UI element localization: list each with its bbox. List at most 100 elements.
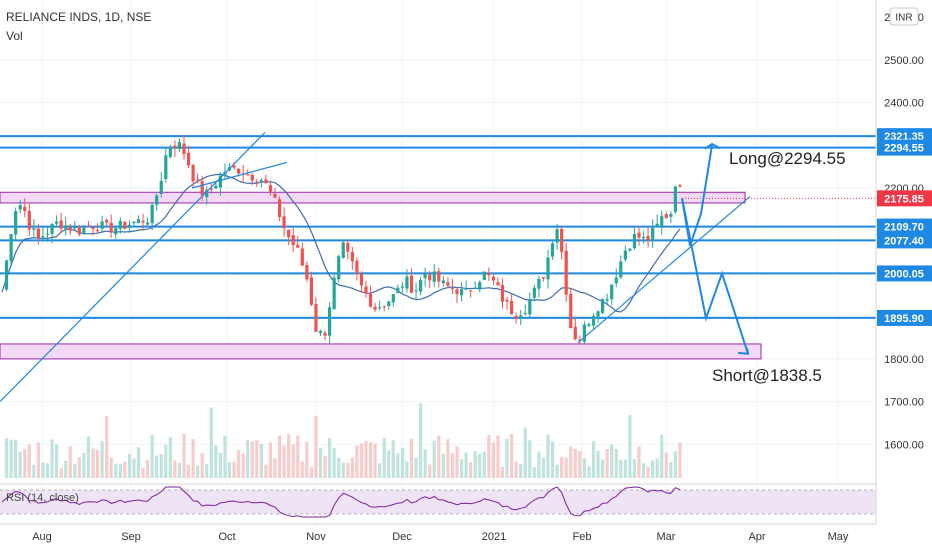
candle-body — [268, 185, 273, 192]
volume-bar — [164, 444, 168, 478]
volume-bar — [86, 436, 91, 478]
volume-bar — [564, 457, 568, 478]
volume-bar — [414, 457, 418, 478]
candle-body — [632, 233, 637, 249]
candle-body — [569, 293, 573, 329]
volume-bar — [619, 459, 623, 478]
price-tick-label: 2500.00 — [884, 55, 924, 67]
candle-body — [205, 189, 209, 198]
price-tick-label: 1700.00 — [884, 397, 924, 409]
volume-bar — [82, 452, 86, 478]
volume-bar — [437, 435, 441, 478]
candle-body — [155, 195, 159, 205]
volume-bar — [32, 464, 36, 478]
candle-body — [68, 227, 72, 231]
volume-bar — [200, 453, 204, 478]
volume-bar — [227, 462, 232, 478]
candle-body — [446, 282, 450, 286]
candle-body — [678, 185, 682, 187]
volume-bar — [569, 446, 573, 478]
candle-body — [469, 290, 473, 292]
level-label: 2294.55 — [884, 143, 924, 155]
long-arrowhead — [704, 142, 721, 150]
candle-body — [523, 312, 527, 314]
volume-bar — [673, 451, 677, 478]
candle-body — [623, 250, 627, 260]
volume-bar — [155, 455, 159, 478]
candle-body — [209, 188, 213, 190]
candle-body — [136, 219, 141, 224]
candle-body — [214, 185, 218, 189]
candle-body — [368, 293, 373, 307]
volume-bar — [550, 441, 555, 478]
candle-body — [601, 299, 605, 313]
candle-body — [514, 315, 518, 319]
volume-bar — [478, 453, 482, 478]
short-annotation: Short@1838.5 — [712, 366, 822, 385]
volume-bar — [432, 440, 436, 478]
candle-body — [655, 223, 659, 227]
candle-body — [182, 143, 186, 155]
candle-body — [150, 204, 154, 224]
candle-body — [396, 287, 400, 294]
volume-bar — [45, 463, 50, 478]
volume-bar — [332, 448, 336, 478]
candle-body — [491, 276, 495, 281]
candle-body — [323, 332, 327, 336]
volume-bar — [91, 448, 95, 478]
volume-bar — [491, 442, 495, 478]
volume-bar — [255, 440, 259, 478]
candle-body — [41, 236, 45, 238]
candle-body — [55, 221, 59, 224]
rsi-label: RSI (14, close) — [6, 492, 79, 504]
time-axis[interactable]: Aug Sep Oct Nov Dec 2021 Feb Mar Apr May — [32, 531, 849, 543]
candle-body — [255, 181, 259, 183]
trendline — [577, 196, 751, 344]
volume-bar — [132, 458, 136, 478]
candle-body — [259, 180, 263, 182]
volume-bar — [669, 461, 673, 478]
candle-body — [391, 294, 395, 303]
candle-body — [505, 299, 509, 302]
candle-body — [550, 243, 555, 257]
volume-bar — [114, 463, 118, 478]
volume-bar — [309, 467, 313, 478]
candle-body — [105, 219, 109, 223]
candle-body — [232, 165, 236, 168]
volume-bar — [651, 460, 655, 478]
candle-body — [610, 284, 614, 300]
candle-body — [36, 228, 40, 238]
trendline — [191, 161, 288, 189]
volume-bar — [186, 465, 191, 478]
level-label: 2109.70 — [884, 222, 924, 234]
time-tick-label: Feb — [573, 531, 592, 543]
candle-body — [186, 152, 191, 166]
candle-body — [4, 260, 9, 290]
candle-body — [378, 307, 382, 309]
currency-badge[interactable] — [889, 7, 919, 26]
candle-body — [168, 146, 172, 158]
candle-body — [510, 300, 514, 315]
candle-body — [537, 278, 541, 289]
candle-body — [591, 315, 596, 326]
volume-bar — [350, 457, 354, 478]
volume-bar — [378, 463, 382, 478]
last-price-box — [877, 190, 932, 207]
volume-bar — [100, 441, 104, 478]
time-tick-label: Mar — [657, 531, 676, 543]
volume-bar — [623, 459, 627, 478]
candle-body — [496, 282, 500, 286]
candle-body — [309, 277, 313, 305]
candle-body — [596, 311, 600, 317]
candle-body — [405, 276, 409, 289]
volume-bar — [23, 449, 27, 478]
price-tick-label: 2400.00 — [884, 98, 924, 110]
volume-bar — [323, 456, 327, 478]
level-labels: 2321.352294.552109.702077.402000.051895.… — [877, 128, 932, 326]
volume-bar — [318, 447, 323, 478]
volume-bar — [523, 427, 527, 478]
zone-box — [0, 343, 762, 360]
volume-bar — [660, 434, 664, 478]
volume-bar — [596, 450, 600, 478]
